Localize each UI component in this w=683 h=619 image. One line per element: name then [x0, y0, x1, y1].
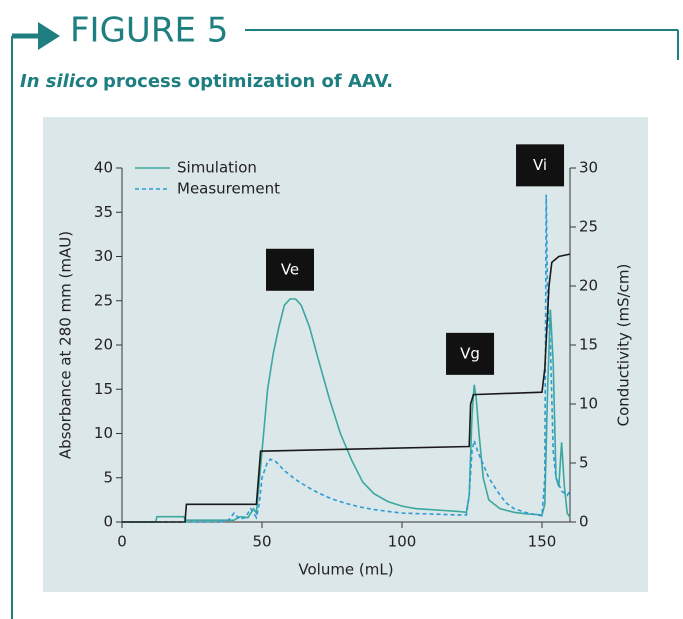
y2-tick-label: 25 [579, 218, 598, 236]
y-tick-label: 0 [103, 513, 113, 531]
y-axis-label: Absorbance at 280 mm (mAU) [57, 231, 75, 459]
chart-panel [43, 117, 648, 592]
data-line [122, 253, 571, 523]
y2-tick-label: 15 [579, 336, 598, 354]
y2-tick-label: 30 [579, 159, 598, 177]
data-line [122, 298, 571, 523]
data-line [122, 194, 571, 523]
y2-tick-label: 5 [579, 454, 589, 472]
annotation-box [266, 248, 314, 291]
annotation-box [446, 332, 495, 375]
y-tick-label: 15 [94, 380, 113, 398]
y2-tick-label: 0 [579, 513, 589, 531]
y2-tick-label: 10 [579, 395, 598, 413]
y-tick-label: 20 [94, 336, 113, 354]
legend-label: Measurement [177, 180, 280, 198]
y-tick-label: 35 [94, 203, 113, 221]
subtitle-italic: In silico [20, 71, 98, 92]
figure-title: FIGURE 5 [70, 11, 228, 51]
x-axis-label: Volume (mL) [298, 561, 393, 579]
annotation-label: Vg [460, 344, 480, 362]
arrow-head [38, 22, 60, 50]
y-tick-label: 30 [94, 247, 113, 265]
y-tick-label: 10 [94, 424, 113, 442]
y-tick-label: 5 [103, 468, 113, 486]
figure-subtitle: In silico process optimization of AAV. [20, 71, 393, 92]
annotation-box [516, 144, 565, 187]
legend-label: Simulation [177, 159, 257, 177]
annotation-label: Ve [281, 260, 299, 278]
x-tick-label: 50 [252, 533, 271, 551]
x-tick-label: 150 [528, 533, 557, 551]
x-tick-label: 0 [117, 533, 127, 551]
y-tick-label: 25 [94, 291, 113, 309]
x-tick-label: 100 [388, 533, 417, 551]
y-tick-label: 40 [94, 159, 113, 177]
plot: 0 50 100 150 0 5 10 15 20 25 30 35 40 0 5 10 15 20 25 30 Vol… [57, 144, 633, 579]
y2-axis-label: Conductivity (mS/cm) [615, 264, 633, 427]
subtitle-rest: process optimization of AAV. [103, 71, 393, 92]
y2-tick-label: 20 [579, 277, 598, 295]
annotation-label: Vi [533, 156, 547, 174]
